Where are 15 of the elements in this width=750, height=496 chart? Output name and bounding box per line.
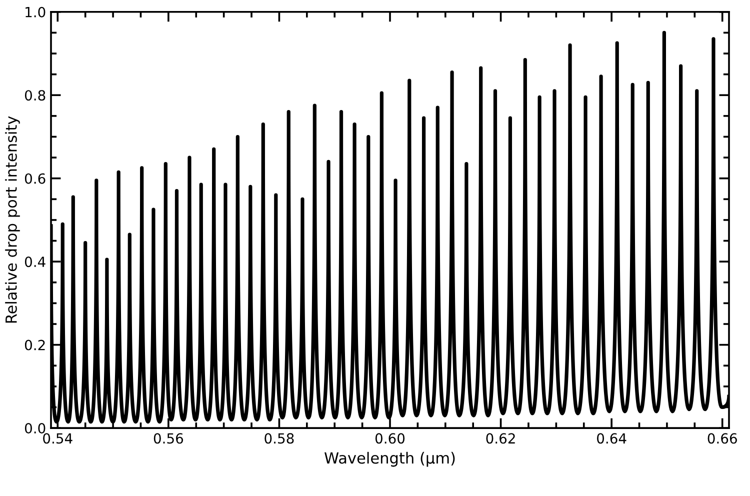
y-tick-label: 0.2 [24, 340, 45, 350]
y-axis-title: Relative drop port intensity [5, 116, 20, 323]
x-axis-title: Wavelength (μm) [324, 452, 455, 467]
x-tick-label: 0.62 [486, 433, 515, 444]
y-tick-label: 1.0 [26, 6, 46, 18]
y-tick-label: 0.6 [24, 173, 46, 184]
x-tick-label: 0.66 [708, 433, 737, 444]
x-tick-label: 0.64 [597, 433, 626, 444]
x-tick-label: 0.58 [264, 433, 294, 444]
x-tick-label: 0.54 [43, 433, 72, 444]
x-tick-label: 0.60 [375, 433, 405, 444]
y-tick-label: 0.4 [24, 256, 46, 268]
y-tick-label: 0.8 [24, 90, 46, 101]
y-tick-label: 0.0 [24, 423, 46, 434]
x-tick-label: 0.56 [154, 433, 184, 444]
